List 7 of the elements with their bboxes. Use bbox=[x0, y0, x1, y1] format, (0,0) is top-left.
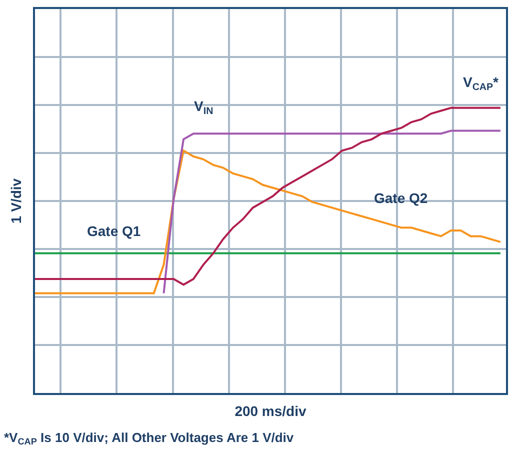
series-label: V$_{IN}$ bbox=[194, 98, 214, 117]
series-label: Gate Q1 bbox=[87, 223, 141, 239]
series-label: Gate Q2 bbox=[374, 190, 428, 206]
x-axis-title: 200 ms/div bbox=[234, 402, 307, 419]
series-label: V$_{CAP}$* bbox=[463, 74, 500, 93]
text: *V$_{CAP}$ Is 10 V/div; All Other Voltages Are 1 V/div bbox=[4, 430, 294, 447]
y-axis-title: 1 V/div bbox=[8, 178, 24, 224]
